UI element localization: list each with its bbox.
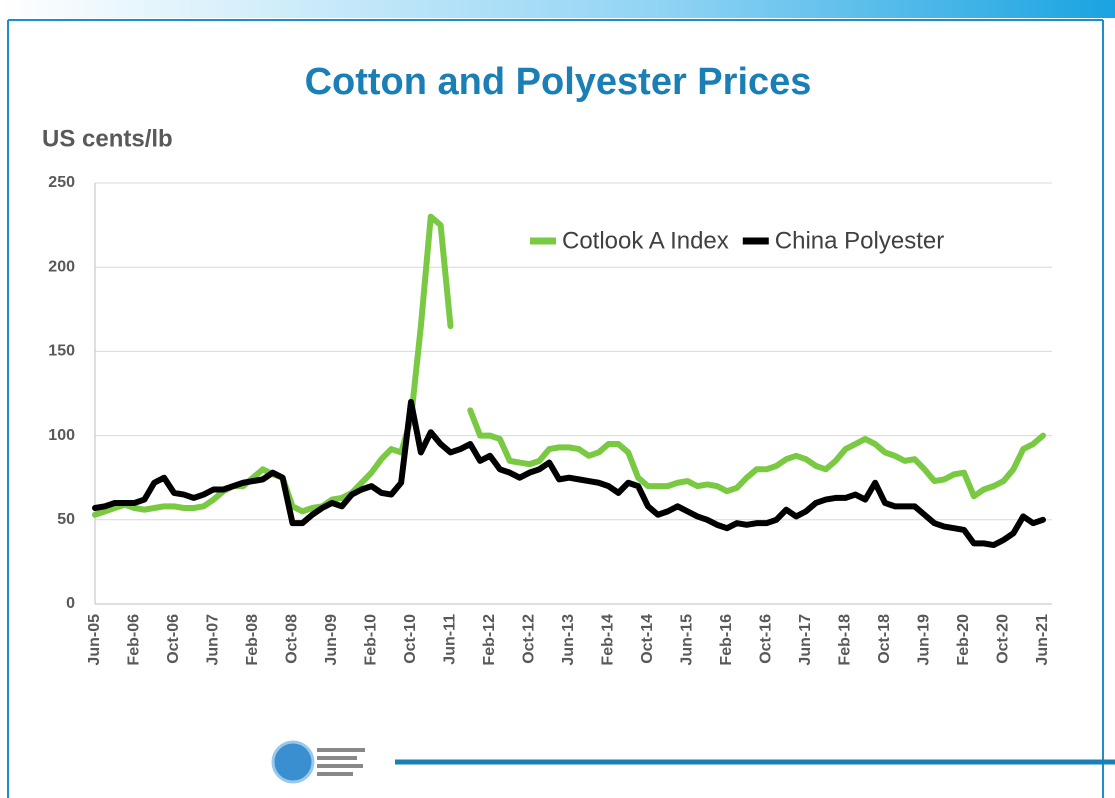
series-line [92, 398, 1046, 549]
series-line [92, 213, 1046, 518]
y-tick-label: 100 [48, 427, 75, 444]
x-tick-label: Oct-14 [639, 614, 656, 664]
logo-text [317, 748, 365, 752]
logo-emblem [271, 740, 315, 784]
y-tick-label: 0 [66, 595, 75, 612]
x-tick-label: Jun-15 [679, 614, 696, 666]
top-bar [0, 0, 1115, 18]
x-tick-label: Jun-05 [86, 614, 103, 666]
x-tick-label: Feb-12 [481, 614, 498, 666]
y-tick-label: 50 [57, 511, 75, 528]
x-tick-label: Jun-21 [1034, 614, 1051, 666]
x-tick-label: Oct-18 [876, 614, 893, 664]
x-tick-label: Oct-16 [758, 614, 775, 664]
y-tick-label: 150 [48, 343, 75, 360]
x-tick-label: Feb-18 [837, 614, 854, 666]
legend-label: China Polyester [775, 227, 944, 254]
x-tick-label: Oct-10 [402, 614, 419, 664]
x-tick-label: Jun-09 [323, 614, 340, 666]
legend-label: Cotlook A Index [562, 227, 729, 254]
x-tick-label: Oct-06 [165, 614, 182, 664]
chart-title: Cotton and Polyester Prices [305, 61, 812, 103]
x-tick-label: Feb-10 [363, 614, 380, 666]
x-tick-label: Oct-12 [521, 614, 538, 664]
x-tick-label: Feb-20 [955, 614, 972, 666]
logo-text [317, 772, 353, 776]
x-tick-label: Jun-17 [797, 614, 814, 666]
y-axis-label: US cents/lb [42, 125, 173, 152]
x-tick-label: Feb-08 [244, 614, 261, 666]
x-tick-label: Feb-16 [718, 614, 735, 666]
x-tick-label: Jun-13 [560, 614, 577, 666]
x-tick-label: Feb-14 [600, 614, 617, 666]
x-tick-label: Jun-11 [442, 614, 459, 665]
x-tick-label: Oct-08 [284, 614, 301, 664]
x-tick-label: Feb-06 [126, 614, 143, 666]
y-tick-label: 250 [48, 174, 75, 191]
x-tick-label: Jun-19 [916, 614, 933, 666]
x-tick-label: Jun-07 [205, 614, 222, 666]
x-tick-label: Oct-20 [995, 614, 1012, 664]
y-tick-label: 200 [48, 258, 75, 275]
logo [271, 740, 365, 784]
logo-text [317, 764, 363, 768]
legend: Cotlook A Index China Polyester [530, 227, 944, 254]
logo-text [317, 756, 357, 760]
